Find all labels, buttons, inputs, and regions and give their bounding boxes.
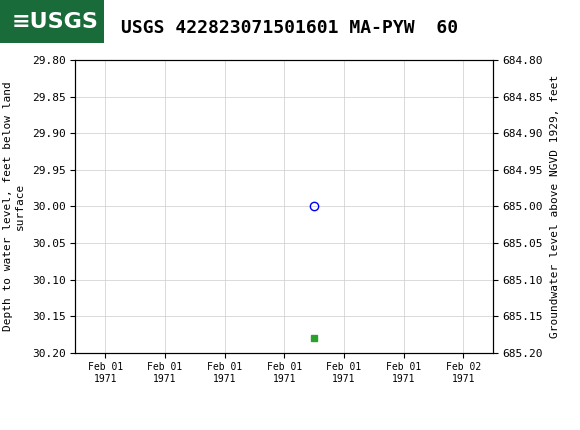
FancyBboxPatch shape (0, 0, 104, 43)
Text: USGS 422823071501601 MA-PYW  60: USGS 422823071501601 MA-PYW 60 (121, 18, 459, 37)
Y-axis label: Depth to water level, feet below land
surface: Depth to water level, feet below land su… (3, 82, 25, 331)
Y-axis label: Groundwater level above NGVD 1929, feet: Groundwater level above NGVD 1929, feet (550, 75, 560, 338)
Text: ≡USGS: ≡USGS (12, 12, 99, 31)
